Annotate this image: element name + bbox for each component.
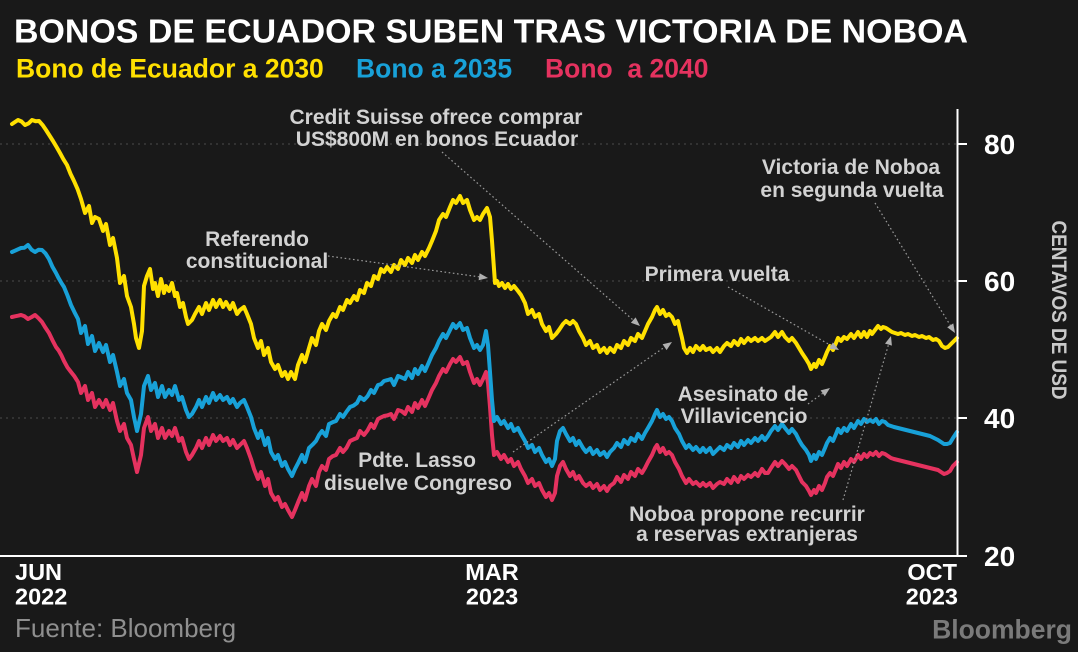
svg-text:Credit Suisse ofrece comprar: Credit Suisse ofrece comprar: [290, 106, 583, 129]
svg-text:Noboa propone recurrir: Noboa propone recurrir: [629, 503, 865, 526]
svg-text:80: 80: [984, 129, 1015, 160]
svg-text:Bono a 2035: Bono a 2035: [356, 54, 512, 84]
svg-text:Victoria de Noboa: Victoria de Noboa: [762, 156, 940, 179]
svg-text:a reservas extranjeras: a reservas extranjeras: [636, 523, 858, 546]
svg-text:40: 40: [984, 403, 1015, 434]
svg-text:Asesinato de: Asesinato de: [678, 383, 809, 406]
svg-text:Villavicencio: Villavicencio: [681, 405, 808, 428]
svg-text:JUN: JUN: [15, 559, 62, 585]
svg-text:disuelve Congreso: disuelve Congreso: [324, 472, 512, 495]
svg-text:MAR: MAR: [465, 559, 519, 585]
svg-text:2023: 2023: [466, 584, 518, 610]
svg-text:Bloomberg: Bloomberg: [932, 615, 1072, 645]
svg-text:Bono a 2040: Bono a 2040: [545, 54, 708, 84]
svg-text:OCT: OCT: [907, 559, 957, 585]
svg-text:constitucional: constitucional: [186, 250, 328, 273]
svg-text:en segunda vuelta: en segunda vuelta: [760, 179, 944, 202]
svg-text:60: 60: [984, 266, 1015, 297]
svg-text:2023: 2023: [906, 584, 958, 610]
svg-text:Bono de Ecuador a 2030: Bono de Ecuador a 2030: [16, 54, 324, 84]
svg-text:Pdte. Lasso: Pdte. Lasso: [358, 449, 476, 472]
svg-text:BONOS DE ECUADOR SUBEN TRAS VI: BONOS DE ECUADOR SUBEN TRAS VICTORIA DE …: [14, 13, 968, 50]
svg-text:20: 20: [984, 541, 1015, 572]
svg-text:Referendo: Referendo: [205, 228, 309, 251]
svg-text:Primera vuelta: Primera vuelta: [645, 263, 790, 286]
svg-text:US$800M en bonos Ecuador: US$800M en bonos Ecuador: [296, 128, 578, 151]
svg-text:Fuente: Bloomberg: Fuente: Bloomberg: [15, 613, 236, 643]
svg-text:2022: 2022: [15, 584, 67, 610]
svg-text:CENTAVOS DE USD: CENTAVOS DE USD: [1047, 221, 1070, 400]
